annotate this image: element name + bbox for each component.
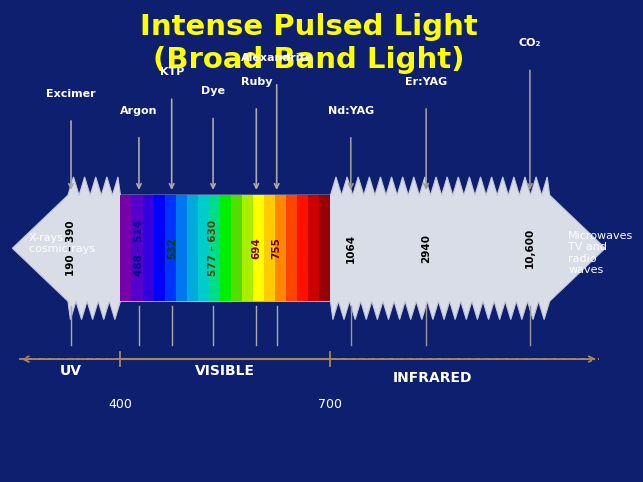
Text: 2940: 2940	[421, 234, 431, 263]
Bar	[253, 195, 264, 301]
Text: CO₂: CO₂	[519, 38, 541, 48]
Bar	[131, 195, 143, 301]
Text: Nd:YAG: Nd:YAG	[328, 106, 374, 116]
Text: Argon: Argon	[120, 106, 158, 116]
Text: 532: 532	[167, 237, 177, 259]
Text: KTP: KTP	[159, 67, 184, 77]
Bar	[198, 195, 209, 301]
Bar	[264, 195, 275, 301]
Text: 190 – 390: 190 – 390	[66, 220, 76, 276]
Text: Er:YAG: Er:YAG	[405, 77, 448, 87]
Text: 488 – 514: 488 – 514	[134, 220, 144, 276]
Text: VISIBLE: VISIBLE	[195, 364, 255, 378]
Bar	[231, 195, 242, 301]
Text: 694: 694	[251, 237, 261, 259]
Text: Excimer: Excimer	[46, 89, 96, 99]
Text: 400: 400	[109, 398, 132, 411]
Bar	[143, 195, 154, 301]
Text: Intense Pulsed Light: Intense Pulsed Light	[140, 13, 478, 40]
Bar	[220, 195, 231, 301]
Text: Dye: Dye	[201, 86, 225, 96]
Text: 10,600: 10,600	[525, 228, 535, 268]
Bar	[165, 195, 176, 301]
Bar	[242, 195, 253, 301]
Text: Alexandrite: Alexandrite	[240, 53, 312, 63]
Bar	[275, 195, 286, 301]
Polygon shape	[12, 177, 605, 320]
Text: Microwaves
TV and
radio
waves: Microwaves TV and radio waves	[568, 231, 633, 275]
Bar	[320, 195, 331, 301]
Text: UV: UV	[60, 364, 82, 378]
Bar	[154, 195, 165, 301]
Text: 700: 700	[318, 398, 343, 411]
Bar	[186, 195, 198, 301]
Text: X-rays
cosmic rays: X-rays cosmic rays	[29, 233, 95, 254]
Text: 577 – 630: 577 – 630	[208, 220, 218, 276]
Text: 1064: 1064	[346, 234, 356, 263]
Bar	[120, 195, 131, 301]
Text: Ruby: Ruby	[240, 77, 272, 87]
Bar	[309, 195, 320, 301]
Text: 755: 755	[272, 237, 282, 259]
Bar	[297, 195, 309, 301]
Bar	[176, 195, 186, 301]
Text: INFRARED: INFRARED	[393, 371, 472, 386]
Bar	[209, 195, 220, 301]
Bar	[286, 195, 297, 301]
Text: (Broad Band Light): (Broad Band Light)	[153, 46, 464, 74]
